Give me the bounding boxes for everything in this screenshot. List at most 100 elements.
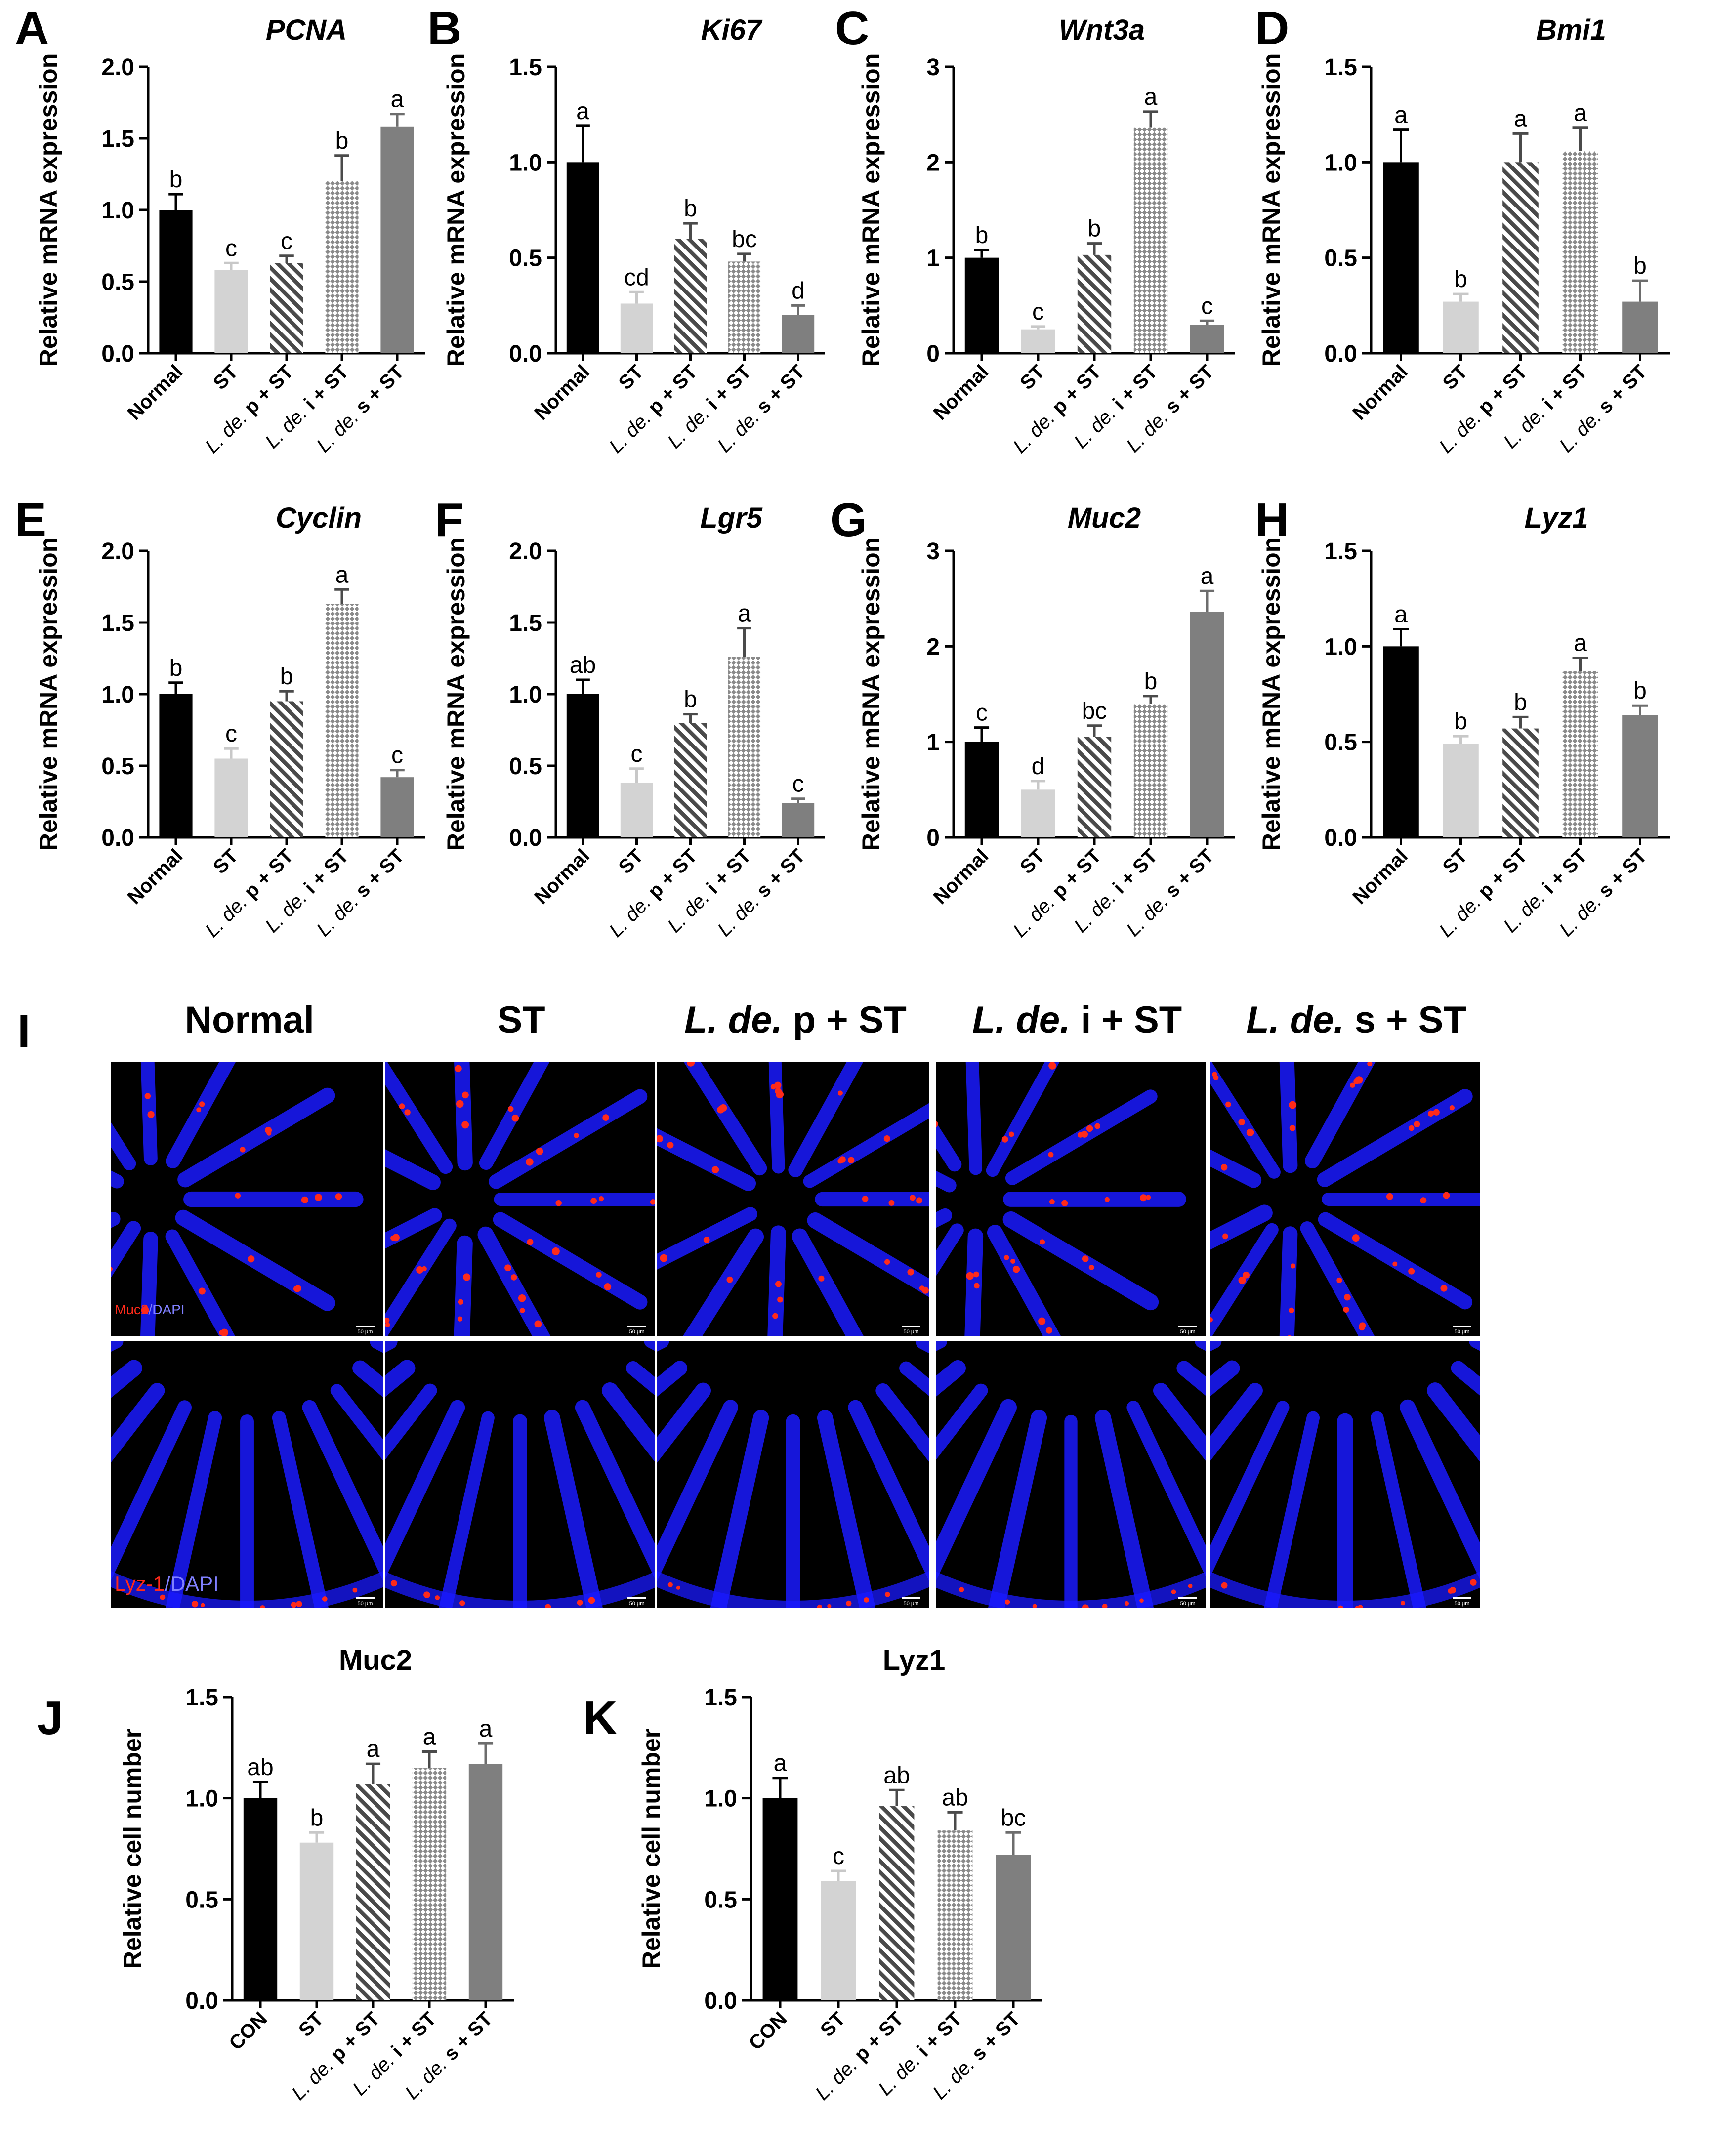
- marker-dot: [837, 1090, 843, 1096]
- bar-l-de-i-st: [728, 261, 761, 353]
- marker-dot: [773, 1053, 780, 1060]
- marker-dot: [1004, 1599, 1010, 1605]
- marker-dot: [455, 1065, 462, 1073]
- villus-dapi: [682, 1228, 764, 1336]
- scale-bar-label: 50 μm: [629, 1601, 645, 1607]
- marker-dot: [459, 1600, 465, 1606]
- villus-dapi: [489, 1089, 648, 1189]
- marker-dot: [248, 1255, 255, 1263]
- marker-dot: [777, 1296, 784, 1303]
- marker-dot: [817, 1604, 823, 1608]
- villus-dapi: [385, 1218, 457, 1336]
- villus-dapi: [817, 1410, 876, 1608]
- significance-letter: a: [367, 1736, 380, 1762]
- marker-dot: [296, 1601, 302, 1607]
- marker-dot: [1222, 1233, 1228, 1240]
- category-label: CON: [225, 2008, 271, 2054]
- marker-dot: [52, 1143, 59, 1149]
- marker-dot: [57, 1153, 65, 1161]
- marker-dot: [973, 1271, 979, 1278]
- marker-dot: [974, 1283, 980, 1289]
- marker-dot: [1210, 1317, 1213, 1323]
- marker-dot: [200, 1603, 205, 1608]
- tissue-layer: [657, 1053, 929, 1336]
- marker-dot: [1008, 1131, 1014, 1137]
- villus-dapi: [385, 1383, 437, 1460]
- marker-dot: [1427, 1110, 1434, 1117]
- charts-layer: A PCNA 0.0 0.5 1.0 1.5 2.0 Relative mRNA expres…: [15, 2, 1670, 2105]
- bar-st: [1443, 744, 1479, 837]
- marker-dot: [772, 1313, 778, 1319]
- bar-st: [1021, 329, 1055, 353]
- scale-bar-label: 50 μm: [904, 1329, 919, 1335]
- marker-dot: [837, 1159, 843, 1164]
- villus-dapi: [848, 1400, 929, 1581]
- marker-dot: [1238, 1119, 1245, 1126]
- y-tick-label: 1.5: [1324, 539, 1357, 565]
- scale-bar: [356, 1597, 375, 1599]
- villus-dapi: [1210, 1383, 1263, 1461]
- marker-dot: [416, 1266, 424, 1274]
- scale-bar: [627, 1326, 646, 1327]
- bar-l-de-s-st: [1190, 325, 1224, 353]
- panel-letter: E: [15, 494, 46, 546]
- bar-st: [1443, 301, 1479, 353]
- chart-panel-a: A PCNA 0.0 0.5 1.0 1.5 2.0 Relative mRNA expres…: [15, 2, 425, 457]
- y-tick-label: 0.0: [1324, 341, 1357, 367]
- marker-dot: [1352, 1234, 1360, 1242]
- villus-dapi: [1126, 1401, 1206, 1576]
- marker-dot: [1289, 1101, 1297, 1109]
- y-tick-label: 0.5: [509, 753, 542, 780]
- villus-dapi: [165, 1410, 222, 1608]
- marker-dot: [864, 1597, 869, 1603]
- marker-dot: [111, 1267, 113, 1272]
- chart-title: PCNA: [266, 14, 347, 46]
- marker-dot: [219, 1330, 225, 1336]
- villus-dapi: [111, 1383, 165, 1462]
- villus-dapi: [657, 1400, 739, 1581]
- significance-letter: b: [1633, 678, 1647, 704]
- tissue-layer: [111, 1341, 383, 1608]
- significance-letter: b: [310, 1805, 324, 1831]
- villus-dapi: [936, 1383, 988, 1460]
- bar-normal: [964, 257, 999, 353]
- marker-dot: [1544, 1538, 1548, 1543]
- villus-dapi: [140, 1231, 158, 1336]
- villus-dapi: [175, 1209, 335, 1311]
- panel-letter: H: [1255, 494, 1289, 546]
- villus-dapi: [330, 1384, 383, 1461]
- marker-dot: [1220, 1164, 1228, 1171]
- marker-dot: [1420, 1197, 1427, 1204]
- marker-dot: [0, 1119, 2, 1126]
- villus-dapi: [657, 1207, 757, 1270]
- villus-dapi: [988, 1410, 1047, 1608]
- chart-title: Lgr5: [700, 502, 762, 534]
- significance-letter: b: [169, 655, 183, 681]
- marker-dot: [1289, 1125, 1296, 1131]
- category-label: ST: [1016, 845, 1049, 878]
- villus-dapi: [1210, 1204, 1273, 1250]
- column-label-l-de-p-st: L. de. p + ST: [684, 999, 907, 1041]
- marker-dot: [884, 1591, 890, 1597]
- bar-l-de-s-st: [468, 1764, 503, 2000]
- bar-l-de-s-st: [782, 315, 815, 353]
- marker-dot: [660, 1254, 668, 1262]
- significance-letter: a: [479, 1716, 493, 1742]
- marker-dot: [1371, 1043, 1376, 1049]
- villus-dapi: [788, 1062, 863, 1177]
- marker-dot: [399, 1103, 405, 1110]
- column-label-st: ST: [497, 999, 545, 1041]
- significance-letter: c: [281, 228, 292, 254]
- scale-bar: [902, 1597, 920, 1599]
- column-label-l-de-i-st: L. de. i + ST: [972, 999, 1182, 1041]
- marker-dot: [291, 1602, 297, 1608]
- villus-dapi: [1210, 1062, 1281, 1179]
- marker-dot: [1061, 1200, 1068, 1206]
- marker-dot: [1094, 1123, 1100, 1129]
- marker-dot: [423, 1591, 430, 1598]
- villus-dapi: [936, 1122, 962, 1172]
- marker-dot: [577, 1600, 583, 1606]
- y-tick-label: 0.0: [101, 825, 134, 851]
- marker-dot: [144, 1093, 151, 1099]
- villus-dapi: [1210, 1149, 1262, 1188]
